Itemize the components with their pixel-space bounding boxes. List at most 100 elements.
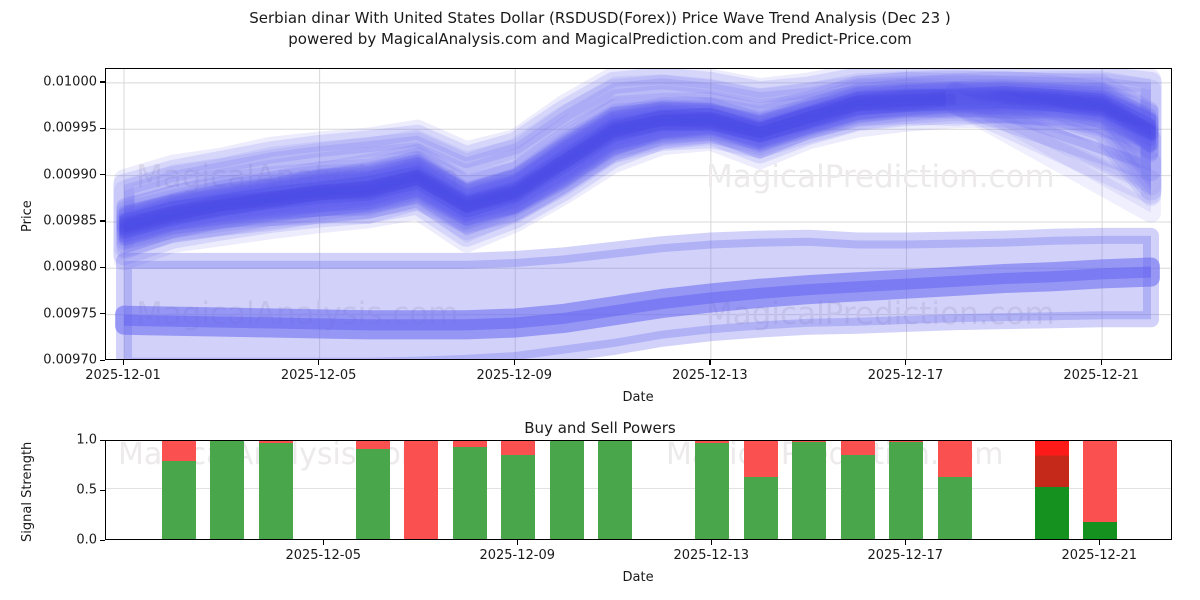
signal-grid-line <box>106 488 1171 489</box>
price-y-tick-mark <box>100 127 105 130</box>
signal-bar[interactable] <box>258 441 293 539</box>
price-x-tick-mark <box>1100 360 1102 365</box>
signal-x-tick-label: 2025-12-17 <box>867 548 944 563</box>
price-y-tick-label: 0.00980 <box>43 259 97 275</box>
price-x-tick-mark <box>122 360 124 365</box>
price-wave-band <box>115 257 1160 340</box>
signal-bar[interactable] <box>501 441 536 539</box>
price-wave-band <box>119 88 1156 242</box>
signal-y-tick-mark <box>100 439 105 441</box>
signal-y-tick-mark <box>100 539 105 541</box>
signal-bar[interactable] <box>1034 441 1069 539</box>
signal-bar[interactable] <box>210 441 245 539</box>
price-wave-core <box>119 90 1156 236</box>
sell-power-segment <box>1034 441 1069 487</box>
price-x-tick-mark <box>904 360 907 365</box>
signal-y-tick-label: 0.0 <box>76 532 97 548</box>
signal-bar[interactable] <box>404 441 439 539</box>
signal-x-tick-mark <box>1098 540 1101 545</box>
buy-power-segment <box>501 455 536 539</box>
price-x-tick-mark <box>513 360 516 365</box>
signal-x-tick-mark <box>904 540 907 545</box>
price-wave-band <box>114 69 1161 259</box>
price-y-tick-mark <box>100 220 105 222</box>
price-wave-tail <box>945 82 1161 205</box>
buy-power-segment <box>889 442 924 539</box>
signal-bar[interactable] <box>549 441 584 539</box>
buy-power-segment <box>210 441 245 539</box>
sell-power-segment <box>355 441 390 449</box>
buy-power-segment <box>792 442 827 539</box>
price-y-tick-label: 0.01000 <box>43 74 97 90</box>
price-x-tick-mark <box>709 360 711 365</box>
sell-power-segment <box>452 441 487 447</box>
signal-bar[interactable] <box>452 441 487 539</box>
price-wave-band <box>116 93 1159 254</box>
buy-power-segment <box>161 461 196 539</box>
price-y-tick-label: 0.00995 <box>43 120 97 136</box>
signal-bar[interactable] <box>792 441 827 539</box>
price-wave-band <box>119 82 1156 237</box>
sell-power-segment <box>404 441 439 539</box>
watermark-text: MagicalPrediction.com <box>706 159 1055 195</box>
buy-power-segment <box>1083 522 1118 539</box>
signal-chart-title: Buy and Sell Powers <box>524 419 676 437</box>
signal-y-tick-label: 0.5 <box>76 482 97 498</box>
price-x-tick-label: 2025-12-01 <box>85 368 161 383</box>
buy-power-segment <box>695 443 730 539</box>
signal-x-tick-mark <box>516 540 519 545</box>
price-wave-band <box>116 83 1159 239</box>
buy-power-segment <box>355 449 390 539</box>
price-y-tick-label: 0.00990 <box>43 167 97 183</box>
sell-power-segment <box>501 441 536 455</box>
price-y-tick-label: 0.00975 <box>43 306 97 322</box>
price-wave-tail <box>945 82 1161 223</box>
page-title: Serbian dinar With United States Dollar … <box>249 9 951 27</box>
price-wave-band <box>116 83 1159 243</box>
sell-power-segment <box>695 441 730 443</box>
price-wave-band <box>119 81 1156 236</box>
price-chart-plot-area: MagicalAnalysis.com MagicalPrediction.com… <box>105 68 1172 360</box>
price-wave-band <box>116 78 1159 236</box>
price-wave-band <box>116 71 1159 233</box>
price-wave-band <box>119 89 1156 243</box>
sell-power-segment <box>1083 441 1118 522</box>
price-wave-band <box>116 87 1159 247</box>
price-wave-band <box>116 73 1159 232</box>
sell-power-segment <box>889 441 924 442</box>
price-wave-band <box>113 69 1162 266</box>
signal-bar[interactable] <box>937 441 972 539</box>
price-wave-tail <box>945 82 1161 181</box>
price-wave-core <box>119 85 1156 230</box>
signal-bar[interactable] <box>1083 441 1118 539</box>
signal-x-tick-label: 2025-12-21 <box>1061 548 1138 563</box>
signal-bar[interactable] <box>840 441 875 539</box>
buy-power-segment <box>1034 487 1069 539</box>
signal-bar[interactable] <box>743 441 778 539</box>
signal-bar[interactable] <box>889 441 924 539</box>
price-x-tick-mark <box>318 360 320 365</box>
price-y-tick-label: 0.00985 <box>43 213 97 229</box>
price-wave-band <box>116 88 1159 250</box>
signal-bar[interactable] <box>598 441 633 539</box>
signal-x-tick-mark <box>322 540 325 545</box>
sell-power-segment <box>937 441 972 477</box>
price-wave-band <box>116 95 1159 258</box>
price-y-tick-mark <box>100 174 105 176</box>
signal-y-tick-mark <box>100 489 105 491</box>
price-y-tick-mark <box>100 359 105 361</box>
signal-bar[interactable] <box>355 441 390 539</box>
signal-bar[interactable] <box>161 441 196 539</box>
signal-y-tick-label: 1.0 <box>76 432 97 448</box>
signal-y-axis-label: Signal Strength <box>20 441 35 542</box>
buy-power-segment <box>743 477 778 539</box>
page-subtitle: powered by MagicalAnalysis.com and Magic… <box>288 30 912 48</box>
price-wave-band <box>119 91 1156 246</box>
price-y-tick-mark <box>100 81 105 83</box>
price-x-tick-label: 2025-12-17 <box>867 368 944 383</box>
signal-bar[interactable] <box>695 441 730 539</box>
price-x-axis-label: Date <box>622 390 654 405</box>
buy-power-segment <box>840 455 875 539</box>
buy-power-segment <box>452 447 487 539</box>
buy-power-segment <box>598 441 633 539</box>
